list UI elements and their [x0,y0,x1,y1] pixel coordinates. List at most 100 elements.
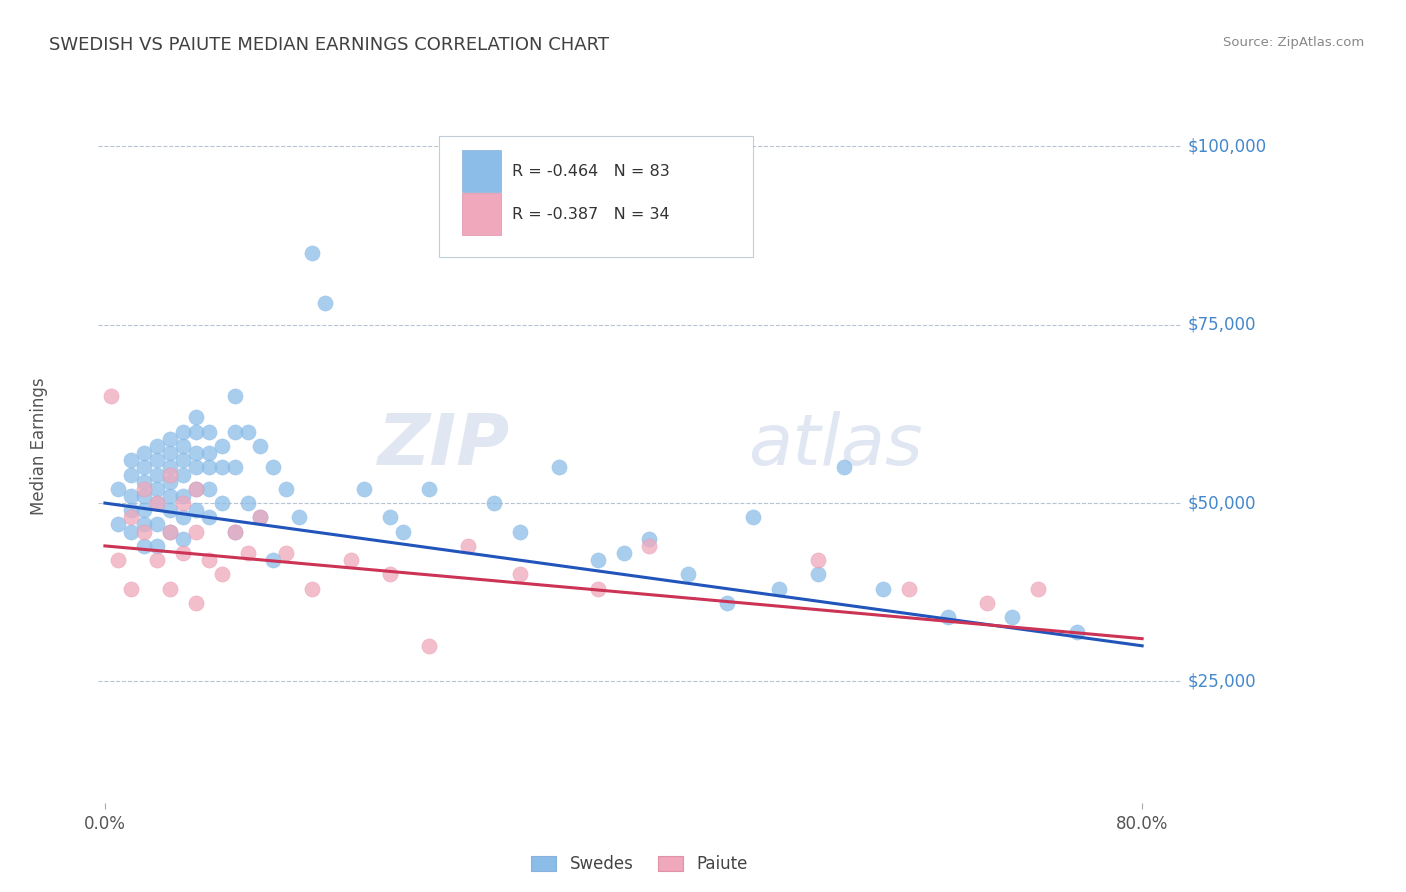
Point [184,460,207,475]
Point [638,532,661,546]
Point [678,567,700,582]
Point [120,510,142,524]
Point [172,453,194,467]
Point [159,582,181,596]
Point [120,524,142,539]
Point [418,639,440,653]
Point [159,460,181,475]
Point [314,296,336,310]
Point [418,482,440,496]
Text: $50,000: $50,000 [1188,494,1256,512]
Point [159,475,181,489]
Point [236,496,259,510]
Point [197,446,219,460]
Point [457,539,479,553]
Point [301,582,323,596]
Point [159,503,181,517]
FancyBboxPatch shape [440,136,754,257]
Point [482,496,505,510]
Point [832,460,855,475]
Point [976,596,998,610]
Point [159,489,181,503]
Point [145,496,167,510]
Point [276,546,298,560]
Point [211,567,233,582]
Point [197,460,219,475]
Point [211,439,233,453]
Point [249,439,271,453]
Point [132,460,155,475]
Point [224,524,246,539]
Point [159,467,181,482]
Text: R = -0.387   N = 34: R = -0.387 N = 34 [512,207,669,221]
Point [768,582,790,596]
Point [145,496,167,510]
Point [159,432,181,446]
Point [184,446,207,460]
Point [262,553,284,567]
Point [249,510,271,524]
Point [211,460,233,475]
FancyBboxPatch shape [463,150,501,193]
Point [197,553,219,567]
Point [184,482,207,496]
Point [509,524,531,539]
Point [145,517,167,532]
Legend: Swedes, Paiute: Swedes, Paiute [524,849,755,880]
Text: ZIP: ZIP [378,411,510,481]
Point [184,524,207,539]
Text: $75,000: $75,000 [1188,316,1256,334]
Point [586,553,609,567]
Point [145,467,167,482]
Point [509,567,531,582]
Point [172,467,194,482]
Point [172,532,194,546]
Point [224,389,246,403]
Point [236,546,259,560]
Point [224,524,246,539]
Point [145,453,167,467]
Point [107,482,129,496]
Point [100,389,122,403]
Point [1001,610,1024,624]
Point [172,496,194,510]
Point [132,524,155,539]
Point [586,582,609,596]
Point [197,425,219,439]
Point [1028,582,1050,596]
Point [145,482,167,496]
Point [897,582,920,596]
Point [172,546,194,560]
Point [159,524,181,539]
Text: $100,000: $100,000 [1188,137,1267,155]
Point [132,489,155,503]
Point [184,503,207,517]
Point [249,510,271,524]
Point [224,425,246,439]
Point [132,539,155,553]
Point [638,539,661,553]
Point [145,439,167,453]
Point [547,460,569,475]
Point [392,524,415,539]
Point [378,567,401,582]
Point [184,425,207,439]
Point [742,510,765,524]
Point [107,553,129,567]
Point [132,475,155,489]
Point [159,524,181,539]
Point [378,510,401,524]
Point [807,567,830,582]
Point [224,460,246,475]
Point [1066,624,1088,639]
Point [301,246,323,260]
Point [262,460,284,475]
Point [184,482,207,496]
Point [872,582,894,596]
Point [120,467,142,482]
Point [276,482,298,496]
Point [120,453,142,467]
Point [172,425,194,439]
Point [807,553,830,567]
Point [612,546,634,560]
